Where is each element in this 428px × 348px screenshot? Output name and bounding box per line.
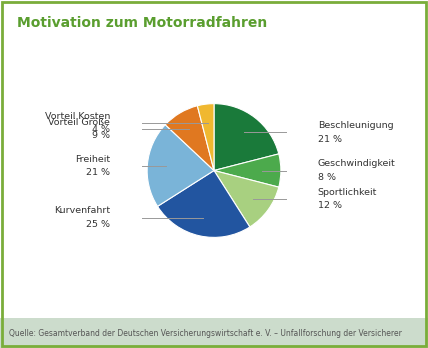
Text: 21 %: 21 % [86,168,110,177]
Wedge shape [158,171,250,237]
Text: 25 %: 25 % [86,220,110,229]
Text: 12 %: 12 % [318,201,342,210]
Text: Vorteil Größe: Vorteil Größe [48,118,110,127]
Text: 21 %: 21 % [318,135,342,144]
Text: Freiheit: Freiheit [75,155,110,164]
Text: Beschleunigung: Beschleunigung [318,121,393,130]
Wedge shape [214,154,281,187]
Text: 9 %: 9 % [92,131,110,140]
Text: 8 %: 8 % [318,173,336,182]
Text: Motivation zum Motorradfahren: Motivation zum Motorradfahren [17,16,268,30]
Wedge shape [197,104,214,171]
Text: Vorteil Kosten: Vorteil Kosten [45,112,110,120]
Wedge shape [214,104,279,171]
Text: Quelle: Gesamtverband der Deutschen Versicherungswirtschaft e. V. – Unfallforsch: Quelle: Gesamtverband der Deutschen Vers… [9,329,401,338]
Text: Kurvenfahrt: Kurvenfahrt [54,206,110,215]
Text: Geschwindigkeit: Geschwindigkeit [318,159,395,168]
Text: 4 %: 4 % [92,125,110,134]
Wedge shape [147,125,214,206]
Text: Sportlichkeit: Sportlichkeit [318,188,377,197]
Wedge shape [214,171,279,227]
Wedge shape [165,106,214,171]
